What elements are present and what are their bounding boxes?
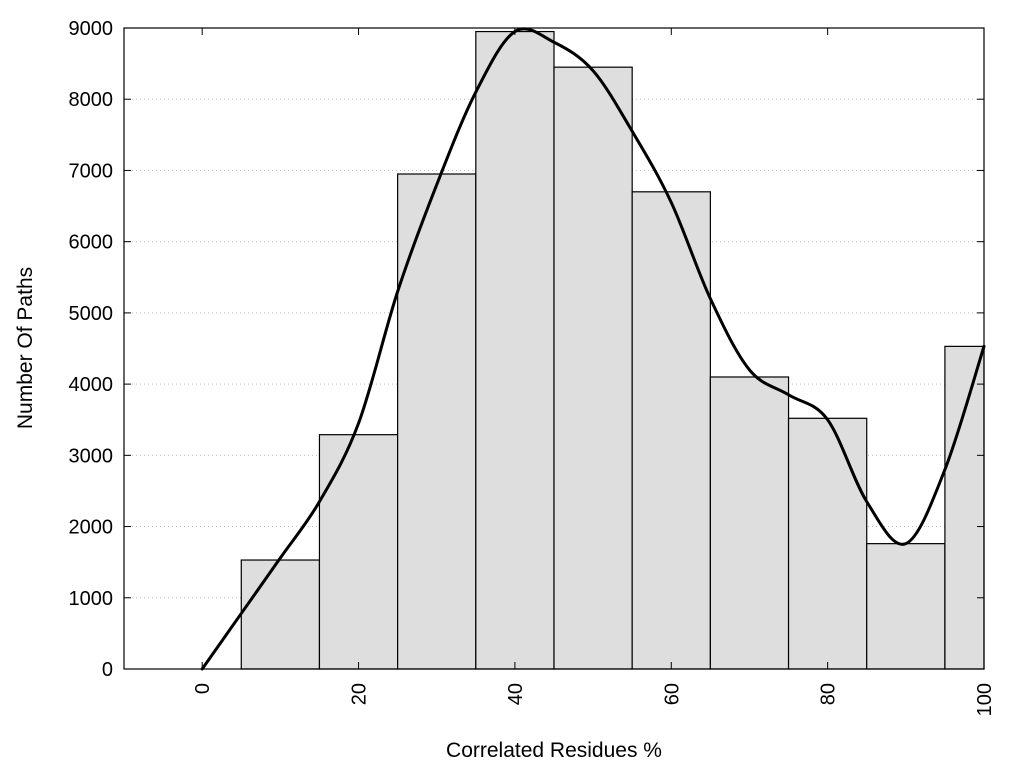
- y-tick-label: 2000: [69, 517, 114, 539]
- histogram-bar: [397, 173, 477, 670]
- density-curve-line: [200, 27, 986, 671]
- histogram-bar: [866, 543, 946, 670]
- y-tick-label: 5000: [69, 303, 114, 325]
- histogram-bar: [944, 345, 985, 670]
- y-tick-label: 6000: [69, 232, 114, 254]
- x-tick-label: 40: [505, 683, 527, 705]
- plot-frame: [123, 27, 985, 670]
- y-axis-tick-labels: 0 1000 2000 3000 4000 5000 6000 7000 8000 9000: [69, 18, 114, 681]
- y-tick-label: 8000: [69, 89, 114, 111]
- y-tick-label: 1000: [69, 588, 114, 610]
- histogram-bar: [475, 30, 555, 670]
- x-tick-label: 100: [974, 683, 996, 716]
- x-axis-title: Correlated Residues %: [446, 739, 662, 762]
- density-curve: [200, 27, 986, 671]
- axis-ticks: [124, 27, 985, 670]
- x-tick-label: 80: [818, 683, 840, 705]
- histogram-bar: [787, 417, 868, 670]
- x-tick-label: 20: [349, 683, 371, 705]
- y-tick-label: 3000: [69, 445, 114, 467]
- x-tick-label: 0: [192, 683, 214, 694]
- y-axis-title: Number Of Paths: [14, 267, 37, 429]
- y-tick-label: 4000: [69, 374, 114, 396]
- y-tick-label: 7000: [69, 160, 114, 182]
- histogram-bar: [240, 559, 321, 670]
- histogram-bar: [709, 376, 790, 670]
- y-tick-label: 0: [102, 659, 113, 681]
- x-tick-label: 60: [661, 683, 683, 705]
- x-axis-tick-labels: 0 20 40 60 80 100: [192, 683, 996, 716]
- histogram-bar: [553, 66, 633, 670]
- y-tick-label: 9000: [69, 18, 114, 40]
- histogram-bar: [631, 191, 711, 670]
- histogram-bar: [318, 434, 399, 670]
- bars: [240, 30, 985, 670]
